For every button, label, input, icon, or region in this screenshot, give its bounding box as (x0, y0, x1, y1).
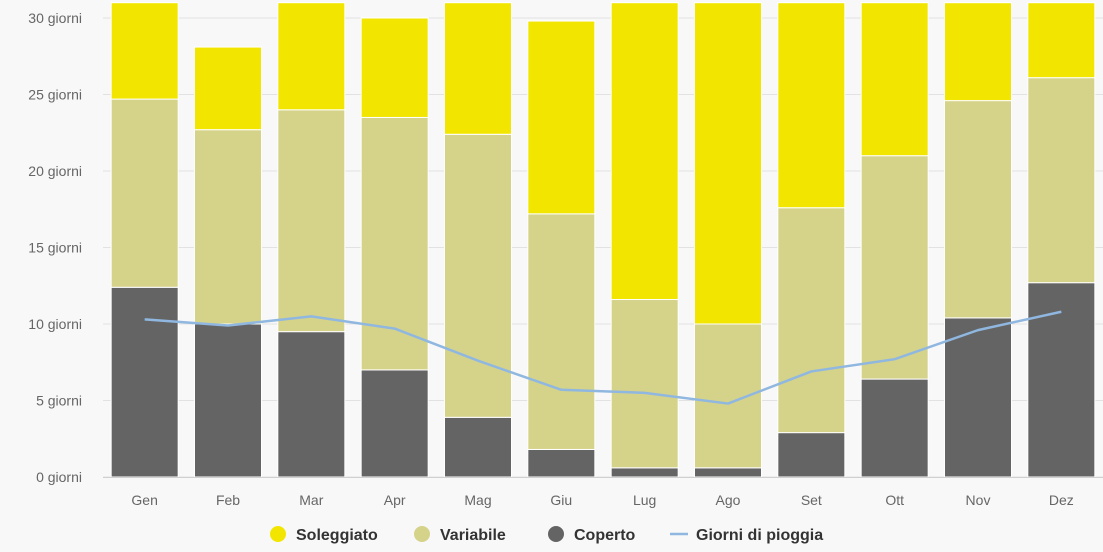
x-tick-label: Nov (966, 492, 991, 508)
grid-layer (103, 17, 1103, 478)
x-tick-label: Mag (464, 492, 491, 508)
bar-variabile-dez (1027, 77, 1096, 284)
x-tick-label: Ago (716, 492, 741, 508)
bar-soleggiato-nov (944, 2, 1012, 102)
axis-layer: 0 giorni 5 giorni 10 giorni 15 giorni 20 gio… (28, 10, 1103, 508)
bar-coperto-dez (1027, 282, 1096, 478)
legend-label: Coperto (574, 527, 636, 544)
x-tick-label: Apr (384, 492, 406, 508)
legend-swatch-coperto (548, 526, 564, 542)
x-tick-label: Giu (550, 492, 572, 508)
bar-soleggiato-mag (444, 2, 512, 135)
bar-variabile-mag (444, 133, 512, 418)
bar-variabile-giu (527, 213, 596, 450)
bar-soleggiato-gen (110, 2, 179, 100)
bar-variabile-lug (610, 299, 679, 469)
bar-variabile-nov (944, 100, 1012, 319)
bar-coperto-set (777, 432, 846, 478)
bar-coperto-ott (860, 378, 929, 478)
y-tick-label: 10 giorni (28, 316, 82, 332)
bar-layer (110, 2, 1096, 478)
bar-coperto-apr (360, 369, 429, 478)
y-tick-label: 5 giorni (36, 393, 82, 409)
y-tick-label: 15 giorni (28, 240, 82, 256)
bar-soleggiato-lug (610, 2, 679, 301)
bar-soleggiato-set (777, 2, 846, 209)
bar-variabile-apr (360, 116, 429, 371)
x-tick-label: Lug (633, 492, 656, 508)
bar-variabile-gen (110, 98, 179, 288)
bar-soleggiato-ott (860, 2, 929, 157)
bar-soleggiato-dez (1027, 2, 1096, 79)
bar-coperto-mag (444, 416, 512, 478)
bar-variabile-feb (194, 129, 262, 325)
legend-label: Variabile (440, 527, 506, 544)
bar-coperto-giu (527, 448, 596, 478)
x-tick-label: Set (801, 492, 822, 508)
x-tick-label: Gen (131, 492, 157, 508)
bar-soleggiato-mar (277, 2, 346, 111)
legend: Soleggiato Variabile Coperto Giorni di piog… (270, 526, 823, 544)
bar-coperto-ago (694, 467, 762, 478)
line-layer (144, 310, 1062, 405)
bar-variabile-ago (694, 323, 762, 469)
bar-coperto-lug (610, 467, 679, 478)
legend-label: Giorni di pioggia (696, 527, 823, 544)
legend-swatch-soleggiato (270, 526, 286, 542)
bar-variabile-set (777, 207, 846, 434)
y-tick-label: 0 giorni (36, 469, 82, 485)
y-tick-label: 30 giorni (28, 10, 82, 26)
bar-variabile-mar (277, 109, 346, 333)
x-tick-label: Mar (299, 492, 323, 508)
bar-coperto-mar (277, 331, 346, 478)
bar-coperto-nov (944, 317, 1012, 478)
legend-label: Soleggiato (296, 527, 378, 544)
bar-soleggiato-apr (360, 17, 429, 118)
bar-soleggiato-giu (527, 20, 596, 215)
bar-variabile-ott (860, 155, 929, 380)
y-tick-label: 25 giorni (28, 87, 82, 103)
bar-coperto-feb (194, 323, 262, 478)
x-tick-label: Ott (885, 492, 904, 508)
y-tick-label: 20 giorni (28, 163, 82, 179)
x-tick-label: Feb (216, 492, 240, 508)
legend-swatch-variabile (414, 526, 430, 542)
x-tick-label: Dez (1049, 492, 1074, 508)
bar-soleggiato-feb (194, 46, 262, 131)
bar-soleggiato-ago (694, 2, 762, 325)
line-giorni-di-pioggia (144, 310, 1062, 405)
bar-coperto-gen (110, 286, 179, 478)
